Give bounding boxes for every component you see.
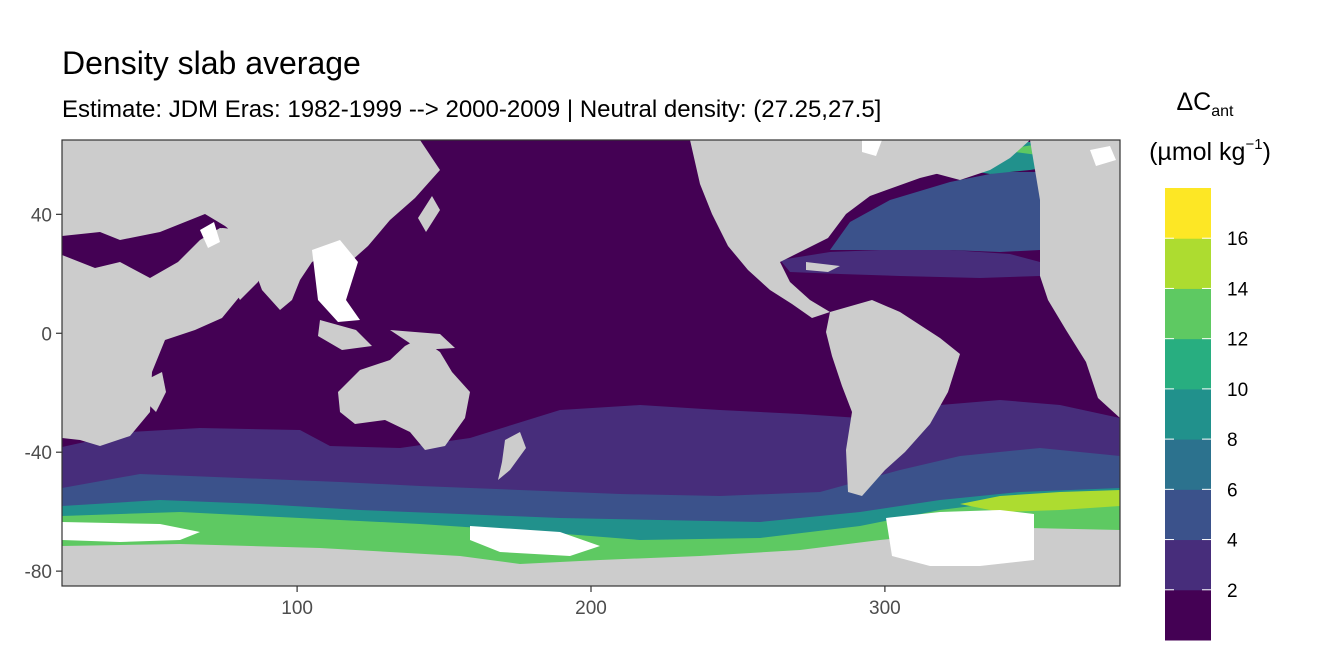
- legend-title-main: ΔCant: [1176, 88, 1234, 120]
- legend-colorbar: 2 4 6 8 10 12 14 16: [1165, 188, 1249, 641]
- land-japan: [418, 196, 440, 232]
- weddell-front: [960, 490, 1120, 512]
- land-maritime-asia: [318, 320, 455, 350]
- y-tick-label: -80: [25, 562, 52, 583]
- chart-subtitle: Estimate: JDM Eras: 1982-1999 --> 2000-2…: [62, 96, 881, 123]
- legend-label: 8: [1227, 430, 1238, 451]
- land: [62, 140, 1120, 586]
- nodata-antarctic-shelf-ross: [470, 526, 600, 556]
- x-tick-label: 100: [281, 598, 313, 619]
- land-new-zealand: [498, 432, 526, 480]
- land-madagascar: [148, 372, 166, 412]
- legend-swatch: [1165, 288, 1211, 340]
- x-tick-label: 300: [869, 598, 901, 619]
- x-tick-label: 200: [575, 598, 607, 619]
- nodata-red-sea-gulf: [200, 222, 220, 248]
- legend-swatch: [1165, 489, 1211, 541]
- land-africa: [62, 140, 262, 446]
- legend-label: 4: [1227, 531, 1238, 552]
- y-tick-label: 40: [31, 205, 52, 226]
- x-axis: 100 200 300: [281, 586, 901, 619]
- land-australia: [338, 338, 470, 450]
- legend-swatch: [1165, 589, 1211, 641]
- legend-title-units: (µmol kg−1): [1149, 136, 1271, 166]
- legend: ΔCant (µmol kg−1) 2 4 6 8 10 12 14 16: [1149, 88, 1271, 641]
- nodata-antarctic-shelf-west: [62, 522, 200, 542]
- legend-swatch: [1165, 439, 1211, 490]
- no-data-cells: [62, 140, 1116, 566]
- legend-swatch: [1165, 188, 1211, 239]
- land-greenland: [885, 140, 1030, 180]
- y-axis: 40 0 -40 -80: [25, 205, 62, 583]
- legend-swatch: [1165, 238, 1211, 289]
- land-eurasia: [62, 140, 440, 310]
- land-caribbean: [806, 262, 840, 272]
- legend-label: 2: [1227, 581, 1238, 602]
- legend-label: 6: [1227, 480, 1238, 501]
- land-antarctica: [62, 528, 1120, 586]
- north-atlantic-subtropical: [780, 250, 1040, 278]
- legend-label: 14: [1227, 279, 1249, 300]
- nodata-weddell-ice: [886, 510, 1034, 566]
- land-south-america: [826, 300, 960, 496]
- y-tick-label: -40: [25, 443, 52, 464]
- legend-swatch: [1165, 338, 1211, 390]
- legend-label: 10: [1227, 380, 1248, 401]
- legend-label: 16: [1227, 229, 1248, 250]
- land-india: [220, 228, 270, 300]
- y-tick-label: 0: [41, 324, 52, 345]
- legend-swatch: [1165, 388, 1211, 440]
- nodata-asian-marginal-seas: [312, 240, 360, 322]
- north-atlantic-subpolar: [830, 172, 1040, 252]
- legend-label: 12: [1227, 330, 1248, 351]
- chart-title: Density slab average: [62, 45, 361, 81]
- land-europe-africa-east: [1030, 140, 1120, 418]
- legend-swatch: [1165, 539, 1211, 591]
- map-panel: [61, 139, 1121, 587]
- land-north-america: [690, 140, 960, 318]
